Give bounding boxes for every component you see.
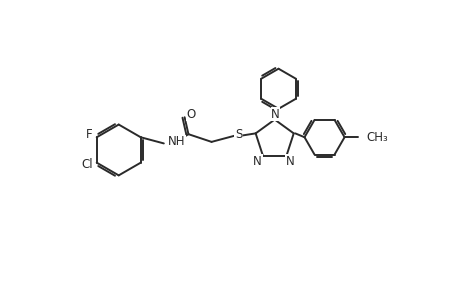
Text: NH: NH <box>167 135 185 148</box>
Text: CH₃: CH₃ <box>365 131 387 144</box>
Text: F: F <box>85 128 92 141</box>
Text: Cl: Cl <box>82 158 93 171</box>
Text: S: S <box>234 128 242 141</box>
Text: O: O <box>186 108 195 121</box>
Text: N: N <box>285 155 294 168</box>
Text: N: N <box>270 108 279 121</box>
Text: N: N <box>252 155 261 168</box>
